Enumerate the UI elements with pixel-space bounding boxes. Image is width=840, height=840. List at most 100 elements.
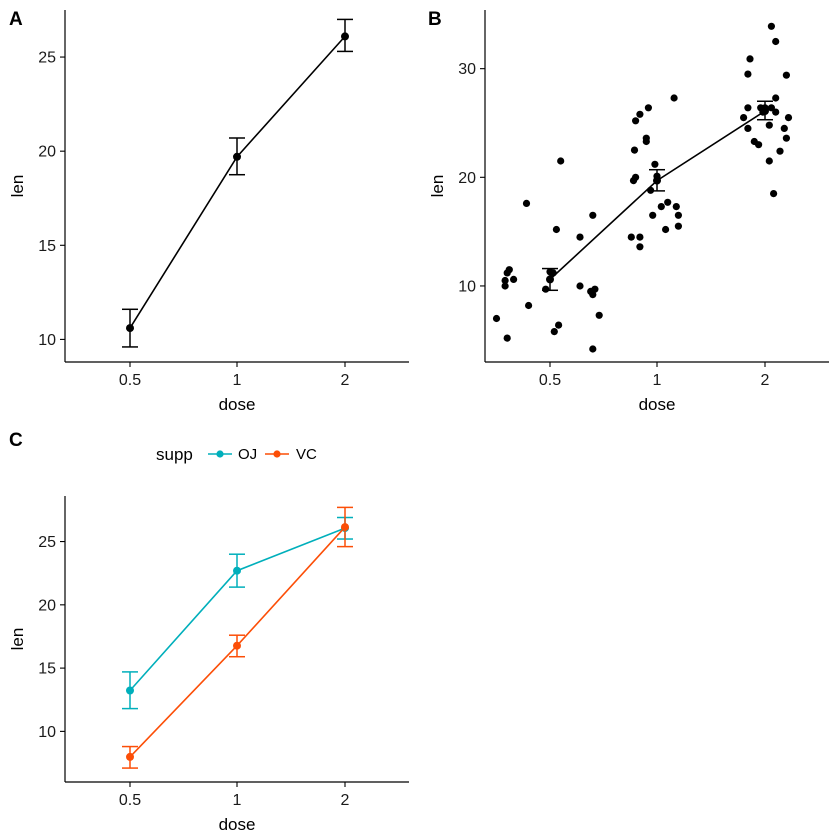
panel-b-data-point <box>782 134 791 142</box>
panel-b-data-point <box>784 114 793 122</box>
panel-a-marks <box>122 18 353 348</box>
panel-b-data-point <box>765 157 773 165</box>
panel-b-ticks: 0.5 1 2 10 20 30 <box>458 61 769 389</box>
panel-b-data-point <box>501 276 509 285</box>
panel-c-series-oj-point <box>233 566 241 575</box>
panel-b-data-point <box>670 94 678 102</box>
panel-b-data-point <box>755 141 763 149</box>
panel-b-data-point <box>744 70 752 78</box>
panel-b-data-point <box>767 22 776 30</box>
panel-b-x-tick-label: 0.5 <box>539 372 561 389</box>
panel-b-data-point <box>576 233 584 241</box>
panel-c-series-oj-point <box>126 686 134 695</box>
panel-tag-a: A <box>9 9 23 30</box>
panel-tag-b: B <box>428 9 442 30</box>
panel-b-data-point <box>651 160 659 168</box>
panel-a-y-tick-label: 10 <box>38 332 56 349</box>
panel-b-data-point <box>642 137 650 146</box>
panel-a-chart: dose len 0.5 1 2 10 15 20 25 <box>8 10 409 414</box>
panel-b-data-point <box>542 285 550 293</box>
panel-b-data-point <box>627 233 635 241</box>
panel-b-y-axis-title: len <box>428 175 447 198</box>
panel-c-series-vc-point <box>126 752 134 761</box>
panel-a-series-mean-point <box>126 324 134 333</box>
panel-b-data-point <box>589 291 597 299</box>
panel-b-data-point <box>632 173 640 181</box>
panel-b-data-point <box>525 301 533 310</box>
panel-b-data-point <box>589 345 597 353</box>
panel-b-y-tick-label: 20 <box>458 170 476 187</box>
panel-c-x-tick-label: 1 <box>233 792 242 809</box>
panel-a-y-tick-label: 25 <box>38 50 56 67</box>
panel-c-x-tick-label: 0.5 <box>119 792 141 809</box>
panel-c-series-vc-point <box>341 523 349 532</box>
panel-b-data-point <box>664 198 672 206</box>
panel-b-data-point <box>662 225 670 234</box>
panel-b-data-point <box>632 117 640 125</box>
panel-b-x-tick-label: 1 <box>653 372 662 389</box>
panel-b-data-point <box>505 266 513 274</box>
panel-b-data-point <box>674 222 683 230</box>
panel-c-y-axis-title: len <box>8 628 27 651</box>
panel-b-data-point <box>782 71 791 79</box>
panel-a-x-tick-label: 1 <box>233 372 242 389</box>
panel-b-y-tick-label: 30 <box>458 61 476 78</box>
panel-b-series-mean-point <box>761 107 769 115</box>
panel-c-y-tick-label: 20 <box>38 597 56 614</box>
panel-a-series-mean-point <box>233 152 241 161</box>
panel-b-data-point <box>557 157 565 165</box>
panel-c-y-tick-label: 15 <box>38 661 56 678</box>
panel-b-data-point <box>555 321 563 329</box>
legend-label-oj: OJ <box>238 446 257 463</box>
panel-b-data-point <box>672 203 680 211</box>
panel-b-data-point <box>674 211 683 219</box>
panel-b-data-point <box>744 124 752 132</box>
panel-b-data-point <box>765 121 773 129</box>
panel-c-marks <box>122 506 353 769</box>
panel-b-data-point <box>770 190 778 198</box>
panel-b-data-point <box>576 282 584 290</box>
panel-b-data-point <box>649 211 657 219</box>
panel-b-data-point <box>772 94 780 102</box>
panel-c-y-tick-label: 10 <box>38 724 56 741</box>
legend-key-vc-point <box>273 450 281 458</box>
panel-c-y-tick-label: 25 <box>38 534 56 551</box>
panel-c-ticks: 0.5 1 2 10 15 20 25 <box>38 534 349 809</box>
panel-a-y-axis-title: len <box>8 175 27 198</box>
panel-b-data-point <box>780 124 788 132</box>
panel-b-y-tick-label: 10 <box>458 278 476 295</box>
panel-b-data-point <box>503 334 511 342</box>
panel-c-series-vc-point <box>233 641 241 650</box>
panel-b-data-point <box>772 108 780 116</box>
panel-b-data-point <box>501 282 509 290</box>
panel-b-chart: dose len 0.5 1 2 10 20 30 <box>428 10 829 414</box>
panel-b-data-point <box>772 37 780 46</box>
panel-b-data-point <box>740 114 748 122</box>
panel-a-x-tick-label: 0.5 <box>119 372 141 389</box>
panel-b-x-tick-label: 2 <box>761 372 770 389</box>
panel-b-x-axis-title: dose <box>639 395 676 414</box>
panel-b-data-point <box>630 146 639 154</box>
panel-b-series-mean-point <box>546 275 554 284</box>
panel-b-data-point <box>744 104 752 112</box>
panel-a-x-axis-title: dose <box>219 395 256 414</box>
panel-b-data-point <box>636 110 644 118</box>
panel-c-x-tick-label: 2 <box>341 792 350 809</box>
panel-c-legend: supp OJ VC <box>156 445 317 464</box>
panel-b-data-point <box>776 147 784 155</box>
panel-a-ticks: 0.5 1 2 10 15 20 25 <box>38 50 349 389</box>
panel-b-data-point <box>550 328 558 336</box>
panel-b-data-point <box>644 104 653 112</box>
panel-b-data-point <box>509 275 518 283</box>
panel-b-data-point <box>492 314 501 323</box>
legend-title: supp <box>156 445 193 464</box>
panel-tag-c: C <box>9 430 23 451</box>
panel-b-data-point <box>636 233 644 241</box>
panel-b-data-point <box>589 211 597 219</box>
panel-b-marks <box>492 22 793 353</box>
legend-key-oj-point <box>216 450 224 458</box>
panel-b-data-point <box>636 243 644 251</box>
panel-b-series-mean-point <box>653 176 661 185</box>
